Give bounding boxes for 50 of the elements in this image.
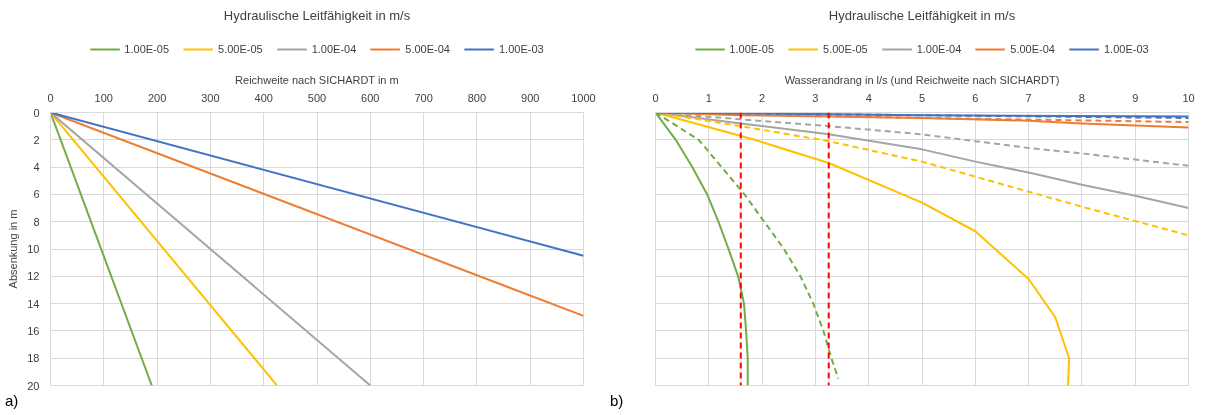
y-tick-label: 14	[27, 297, 40, 310]
legend-label: 5.00E-04	[405, 42, 450, 55]
legend-label: 1.00E-03	[498, 42, 544, 55]
x-tick-label: 100	[94, 91, 113, 104]
x-tick-label: 0	[47, 91, 54, 104]
x-tick-label: 6	[972, 91, 979, 104]
legend-title: Hydraulische Leitfähigkeit in m/s	[223, 7, 411, 23]
y-axis-title: Absenkung in m	[7, 209, 20, 289]
x-axis-title: Wasserandrang in l/s (und Reichweite nach SICHARDT)	[784, 73, 1060, 86]
y-tick-label: 20	[27, 379, 40, 392]
legend-label: 1.00E-03	[1103, 42, 1149, 55]
x-tick-label: 3	[812, 91, 819, 104]
legend-label: 5.00E-05	[218, 42, 263, 55]
legend-label: 5.00E-04	[1010, 42, 1055, 55]
y-tick-label: 0	[33, 106, 40, 119]
x-tick-label: 500	[307, 91, 327, 104]
y-tick-label: 8	[33, 215, 40, 228]
x-tick-label: 400	[254, 91, 273, 104]
legend-label: 1.00E-04	[916, 42, 962, 55]
x-tick-label: 900	[521, 91, 540, 104]
x-tick-label: 700	[414, 91, 433, 104]
x-tick-label: 10	[1182, 91, 1195, 104]
x-tick-label: 9	[1132, 91, 1139, 104]
x-axis-title: Reichweite nach SICHARDT in m	[235, 73, 399, 86]
y-tick-label: 6	[33, 188, 40, 201]
x-tick-label: 300	[201, 91, 220, 104]
x-tick-label: 800	[467, 91, 487, 104]
x-tick-label: 600	[361, 91, 380, 104]
x-tick-label: 0	[652, 91, 659, 104]
text: a)	[5, 391, 19, 411]
legend-label: 1.00E-05	[729, 42, 775, 55]
legend-label: 5.00E-05	[823, 42, 868, 55]
x-tick-label: 1000	[571, 91, 596, 104]
y-tick-label: 12	[27, 270, 40, 283]
legend-label: 1.00E-05	[124, 42, 170, 55]
legend-label: 1.00E-04	[311, 42, 357, 55]
x-tick-label: 7	[1025, 91, 1032, 104]
x-tick-label: 1	[705, 91, 712, 104]
x-tick-label: 4	[865, 91, 872, 104]
x-tick-label: 8	[1078, 91, 1085, 104]
y-tick-label: 4	[33, 161, 40, 174]
y-tick-label: 16	[27, 324, 40, 337]
text: b)	[610, 391, 624, 411]
x-tick-label: 200	[147, 91, 167, 104]
y-tick-label: 2	[33, 133, 40, 146]
y-tick-label: 10	[27, 243, 40, 255]
x-tick-label: 2	[759, 91, 766, 104]
x-tick-label: 5	[918, 91, 926, 104]
y-tick-label: 18	[27, 352, 40, 365]
legend-title: Hydraulische Leitfähigkeit in m/s	[828, 7, 1016, 23]
